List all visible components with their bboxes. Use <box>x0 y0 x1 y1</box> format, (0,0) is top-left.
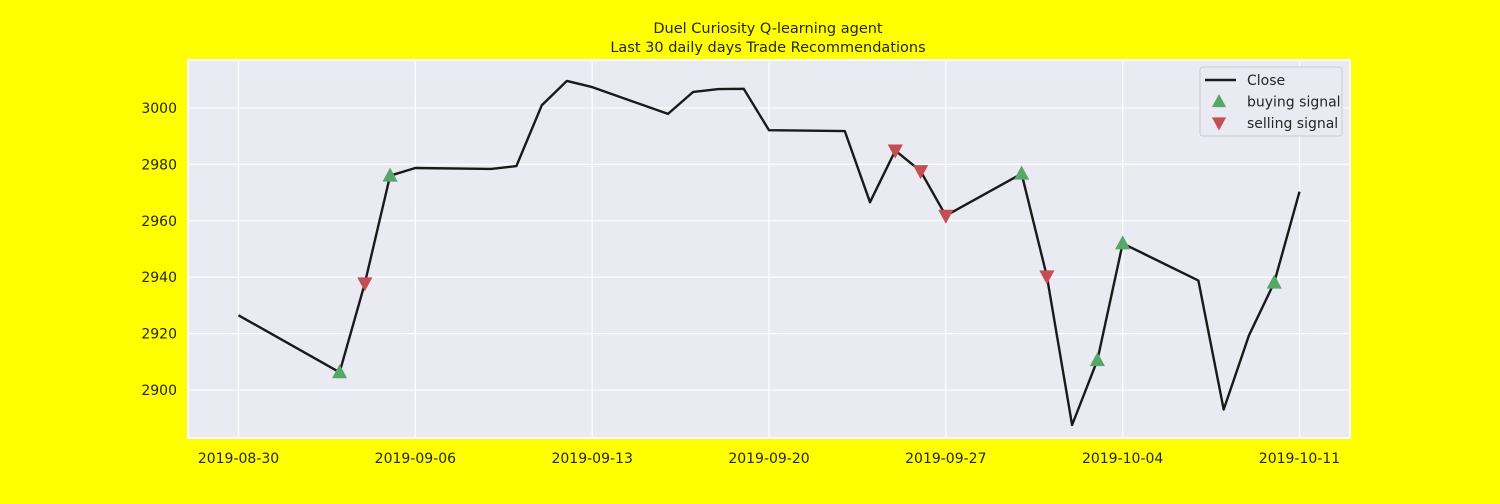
x-tick-label: 2019-09-27 <box>905 451 986 467</box>
x-tick-label: 2019-09-13 <box>551 451 632 467</box>
selling-signal-marker <box>357 277 373 292</box>
x-tick-label: 2019-10-04 <box>1082 451 1163 467</box>
legend-label: selling signal <box>1247 116 1338 132</box>
y-tick-label: 2900 <box>141 383 177 399</box>
grid-lines <box>188 60 1350 438</box>
legend-label: Close <box>1247 73 1285 89</box>
x-tick-label: 2019-09-20 <box>728 451 809 467</box>
selling-signal-marker <box>1039 270 1055 285</box>
x-tick-label: 2019-08-30 <box>198 451 279 467</box>
plot-border <box>187 59 1351 439</box>
y-tick-label: 2980 <box>141 157 177 173</box>
y-axis-ticks: 2900 2920 2940 2960 2980 3000 <box>141 101 177 399</box>
x-tick-label: 2019-10-11 <box>1259 451 1340 467</box>
signal-markers <box>331 144 1282 379</box>
x-axis-ticks: 2019-08-30 2019-09-06 2019-09-13 2019-09-20… <box>198 451 1340 467</box>
y-tick-label: 2960 <box>141 214 177 230</box>
close-series <box>237 79 1301 427</box>
legend-label: buying signal <box>1247 95 1341 111</box>
y-tick-label: 2940 <box>141 270 177 286</box>
y-tick-label: 3000 <box>141 101 177 117</box>
buying-signal-marker <box>1089 352 1105 367</box>
close-price-line <box>237 79 1301 427</box>
legend-selling-swatch <box>1211 117 1227 131</box>
selling-signal-marker <box>912 165 929 180</box>
x-tick-label: 2019-09-06 <box>375 451 456 467</box>
chart-title: Duel Curiosity Q-learning agent <box>653 21 883 37</box>
buying-signal-marker <box>1115 235 1131 250</box>
selling-signal-marker <box>938 209 954 224</box>
chart-legend: Close buying signal selling signal <box>1199 66 1343 137</box>
legend-box <box>1199 66 1343 137</box>
buying-signal-marker <box>1266 274 1282 289</box>
chart-subtitle: Last 30 daily days Trade Recommendations <box>610 40 925 56</box>
selling-signal-marker <box>887 144 903 159</box>
buying-signal-marker <box>382 167 398 182</box>
y-tick-label: 2920 <box>141 327 177 343</box>
buying-signal-marker <box>331 364 348 379</box>
buying-signal-marker <box>1014 165 1030 180</box>
legend-buying-swatch <box>1211 94 1227 108</box>
